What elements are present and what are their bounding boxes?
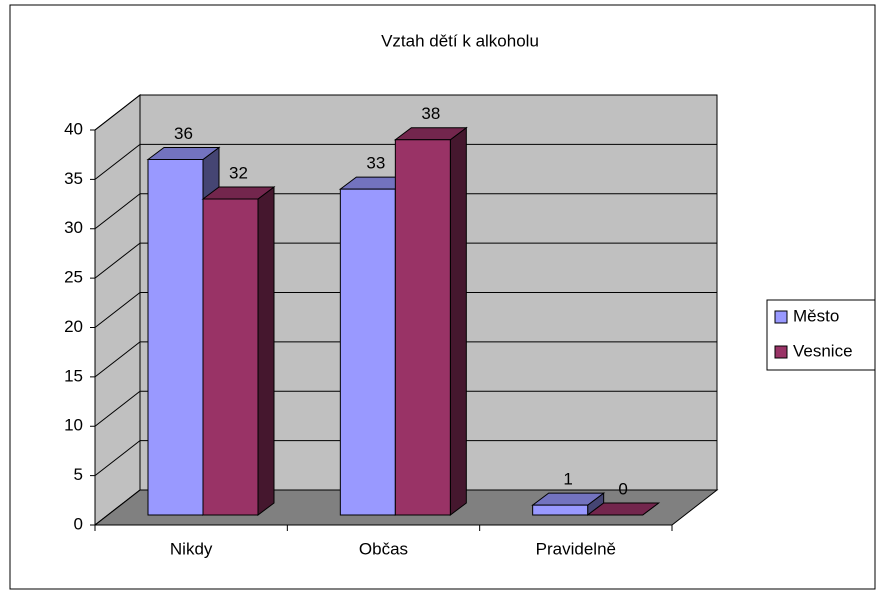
bar bbox=[394, 139, 451, 516]
bar-side bbox=[449, 126, 467, 516]
grid-line bbox=[94, 292, 141, 328]
y-tick-label: 30 bbox=[64, 218, 83, 237]
data-label: 38 bbox=[421, 104, 440, 123]
grid-line bbox=[94, 390, 141, 427]
grid-line bbox=[94, 489, 141, 526]
bar-top bbox=[586, 502, 661, 516]
data-label: 0 bbox=[618, 479, 627, 498]
grid-line bbox=[94, 193, 141, 230]
bar bbox=[339, 188, 396, 516]
data-label: 1 bbox=[563, 470, 572, 489]
grid-line bbox=[94, 94, 141, 131]
y-tick-label: 15 bbox=[64, 366, 83, 385]
bar bbox=[532, 504, 589, 516]
legend-swatch bbox=[774, 310, 788, 324]
legend-swatch bbox=[774, 345, 788, 359]
x-tick-label: Nikdy bbox=[170, 539, 213, 558]
y-tick-label: 0 bbox=[74, 514, 83, 533]
y-tick-label: 35 bbox=[64, 169, 83, 188]
data-label: 33 bbox=[366, 154, 385, 173]
x-tick-label: Pravidelně bbox=[536, 539, 616, 558]
y-tick-label: 40 bbox=[64, 119, 83, 138]
legend-label: Město bbox=[793, 306, 839, 325]
bar bbox=[147, 159, 204, 516]
bar bbox=[202, 198, 259, 516]
y-tick-label: 25 bbox=[64, 268, 83, 287]
data-label: 36 bbox=[174, 124, 193, 143]
x-tick-label: Občas bbox=[359, 539, 408, 558]
data-label: 32 bbox=[229, 163, 248, 182]
grid-line bbox=[94, 341, 141, 378]
bar-side bbox=[257, 186, 275, 516]
grid-line bbox=[94, 143, 141, 180]
y-tick-label: 5 bbox=[74, 465, 83, 484]
legend-label: Vesnice bbox=[793, 341, 853, 360]
y-tick-label: 10 bbox=[64, 416, 83, 435]
y-tick-label: 20 bbox=[64, 317, 83, 336]
grid-line bbox=[94, 440, 141, 477]
grid-line bbox=[94, 242, 141, 279]
chart-title: Vztah dětí k alkoholu bbox=[381, 31, 539, 50]
